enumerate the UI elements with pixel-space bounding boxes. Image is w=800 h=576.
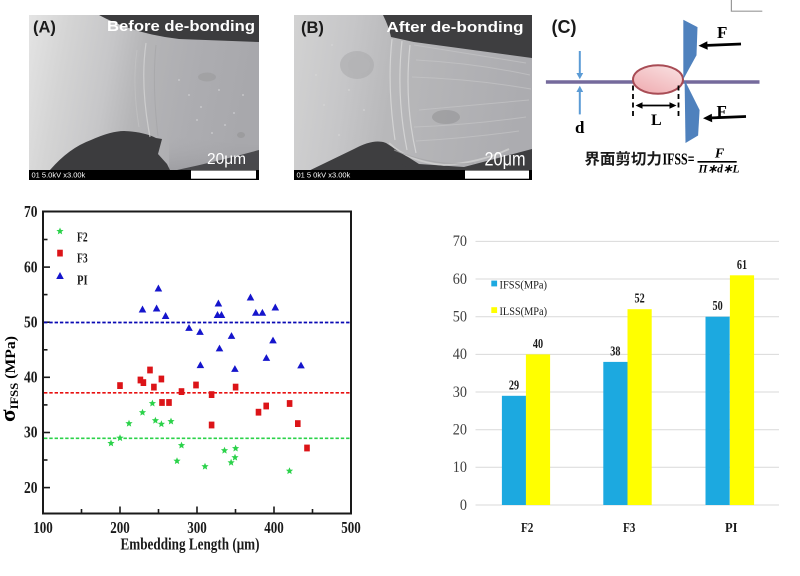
svg-text:20: 20 — [24, 478, 38, 497]
svg-text:F3: F3 — [623, 521, 636, 536]
svg-text:ILSS(MPa): ILSS(MPa) — [500, 306, 548, 318]
svg-text:40: 40 — [453, 346, 467, 363]
svg-text:500: 500 — [341, 518, 361, 537]
svg-text:10: 10 — [453, 459, 467, 476]
svg-text:Π∗d∗L: Π∗d∗L — [698, 164, 740, 176]
svg-text:0: 0 — [460, 497, 467, 514]
svg-text:F: F — [717, 23, 727, 42]
svg-text:52: 52 — [635, 291, 645, 306]
svg-text:F: F — [717, 102, 727, 121]
svg-text:20μm: 20μm — [207, 151, 246, 168]
svg-text:200: 200 — [110, 518, 130, 537]
svg-text:60: 60 — [24, 257, 38, 276]
svg-text:L: L — [651, 112, 662, 129]
svg-text:F: F — [714, 147, 725, 162]
svg-text:50: 50 — [24, 312, 38, 331]
svg-text:70: 70 — [24, 202, 38, 221]
svg-text:40: 40 — [24, 368, 38, 387]
svg-text:After de-bonding: After de-bonding — [387, 20, 524, 36]
svg-text:PI: PI — [77, 273, 88, 288]
svg-text:F2: F2 — [521, 521, 534, 536]
svg-text:(B): (B) — [301, 19, 324, 37]
svg-text:100: 100 — [33, 518, 53, 537]
svg-text:PI: PI — [725, 521, 738, 536]
svg-text:Before de-bonding: Before de-bonding — [107, 19, 255, 35]
svg-text:38: 38 — [610, 343, 620, 358]
svg-text:50: 50 — [453, 309, 467, 326]
svg-text:20: 20 — [453, 421, 467, 438]
svg-text:Embedding Length (μm): Embedding Length (μm) — [121, 535, 260, 554]
svg-text:40: 40 — [533, 336, 543, 351]
svg-text:d: d — [575, 118, 585, 137]
svg-text:61: 61 — [737, 257, 747, 272]
svg-text:30: 30 — [453, 384, 467, 401]
svg-text:(A): (A) — [33, 19, 56, 37]
svg-text:F3: F3 — [77, 251, 88, 266]
svg-text:60: 60 — [453, 271, 467, 288]
svg-text:01 5.0kV x3.00k: 01 5.0kV x3.00k — [32, 171, 86, 180]
svg-text:IFSS(MPa): IFSS(MPa) — [500, 279, 548, 291]
svg-text:70: 70 — [453, 233, 467, 250]
svg-text:(C): (C) — [552, 17, 577, 37]
svg-text:30: 30 — [24, 423, 38, 442]
svg-text:σIFSS (MPa): σIFSS (MPa) — [0, 336, 21, 422]
svg-text:400: 400 — [264, 518, 284, 537]
svg-text:300: 300 — [187, 518, 207, 537]
svg-text:20μm: 20μm — [485, 150, 526, 171]
svg-text:F2: F2 — [77, 230, 88, 245]
svg-text:29: 29 — [509, 377, 519, 392]
svg-text:IFSS=: IFSS= — [663, 150, 695, 169]
svg-text:50: 50 — [713, 298, 723, 313]
svg-text:01 5 0kV x3.00k: 01 5 0kV x3.00k — [297, 171, 351, 180]
